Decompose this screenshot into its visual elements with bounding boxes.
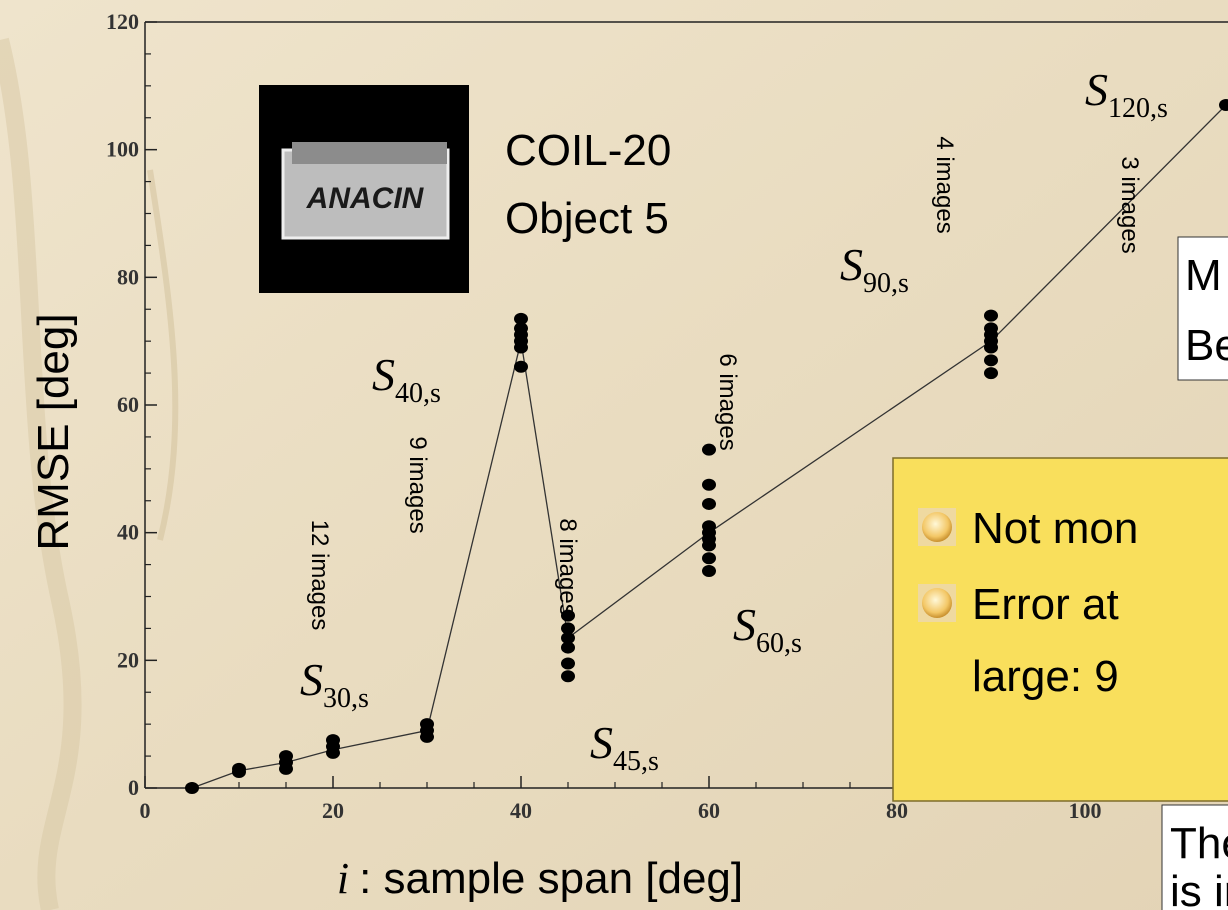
point bbox=[561, 658, 575, 670]
point bbox=[702, 552, 716, 564]
span-label-sub: 120,s bbox=[1108, 93, 1168, 124]
span-label-sub: 30,s bbox=[323, 683, 369, 714]
span-label-sub: 60,s bbox=[756, 628, 802, 659]
span-label-main: S bbox=[372, 349, 395, 400]
point bbox=[702, 498, 716, 510]
footer-text: is in bbox=[1170, 867, 1228, 910]
point bbox=[984, 354, 998, 366]
count-label: 6 images bbox=[714, 353, 741, 450]
point bbox=[185, 782, 199, 794]
x-tick-label: 0 bbox=[140, 798, 151, 823]
side-box-text: Be bbox=[1185, 321, 1228, 370]
slide: {"chart_data": {"type": "scatter", "ylab… bbox=[0, 0, 1228, 910]
point bbox=[514, 313, 528, 325]
span-label-main: S bbox=[1085, 64, 1108, 115]
bullet-icon bbox=[922, 512, 952, 542]
y-tick-label: 100 bbox=[106, 137, 139, 162]
x-tick-label: 20 bbox=[322, 798, 344, 823]
y-tick-label: 120 bbox=[106, 9, 139, 34]
y-tick-label: 0 bbox=[128, 775, 139, 800]
span-label-main: S bbox=[733, 599, 756, 650]
caption: COIL-20 bbox=[505, 126, 671, 175]
span-label-main: S bbox=[840, 239, 863, 290]
span-label-sub: 40,s bbox=[395, 378, 441, 409]
side-box-text: M bbox=[1185, 251, 1222, 300]
y-tick-label: 40 bbox=[117, 520, 139, 545]
span-label-main: S bbox=[300, 654, 323, 705]
point bbox=[984, 310, 998, 322]
object-label: ANACIN bbox=[306, 182, 425, 215]
x-tick-label: 40 bbox=[510, 798, 532, 823]
point bbox=[984, 322, 998, 334]
point bbox=[514, 361, 528, 373]
bullet-icon bbox=[922, 588, 952, 618]
point bbox=[326, 734, 340, 746]
bullet-text: Not mon bbox=[972, 504, 1138, 553]
y-tick-label: 60 bbox=[117, 392, 139, 417]
chart: 020406080100020406080100120RMSE [deg]i: … bbox=[0, 0, 1228, 910]
count-label: 12 images bbox=[306, 520, 333, 631]
x-tick-label: 60 bbox=[698, 798, 720, 823]
count-label: 3 images bbox=[1116, 156, 1143, 253]
point bbox=[561, 622, 575, 634]
x-axis-text: : sample span [deg] bbox=[359, 854, 743, 903]
point bbox=[279, 750, 293, 762]
footer-text: The bbox=[1170, 819, 1228, 868]
point bbox=[702, 565, 716, 577]
y-tick-label: 80 bbox=[117, 264, 139, 289]
x-axis-title: i: sample span [deg] bbox=[337, 854, 743, 903]
point bbox=[420, 718, 434, 730]
x-axis-var: i bbox=[337, 854, 349, 903]
point bbox=[232, 763, 246, 775]
point bbox=[984, 367, 998, 379]
count-label: 8 images bbox=[554, 518, 581, 615]
count-label: 9 images bbox=[404, 436, 431, 533]
point bbox=[702, 520, 716, 532]
point bbox=[702, 444, 716, 456]
y-axis-title: RMSE [deg] bbox=[29, 313, 78, 550]
count-label: 4 images bbox=[931, 136, 958, 233]
y-tick-label: 20 bbox=[117, 647, 139, 672]
span-label-sub: 90,s bbox=[863, 268, 909, 299]
span-label-sub: 45,s bbox=[613, 746, 659, 777]
point bbox=[561, 670, 575, 682]
caption: Object 5 bbox=[505, 194, 669, 243]
span-label-main: S bbox=[590, 717, 613, 768]
point bbox=[702, 479, 716, 491]
bullet-text: Error at bbox=[972, 580, 1119, 629]
bullet-text: large: 9 bbox=[972, 652, 1119, 701]
object-box-top bbox=[292, 142, 447, 164]
